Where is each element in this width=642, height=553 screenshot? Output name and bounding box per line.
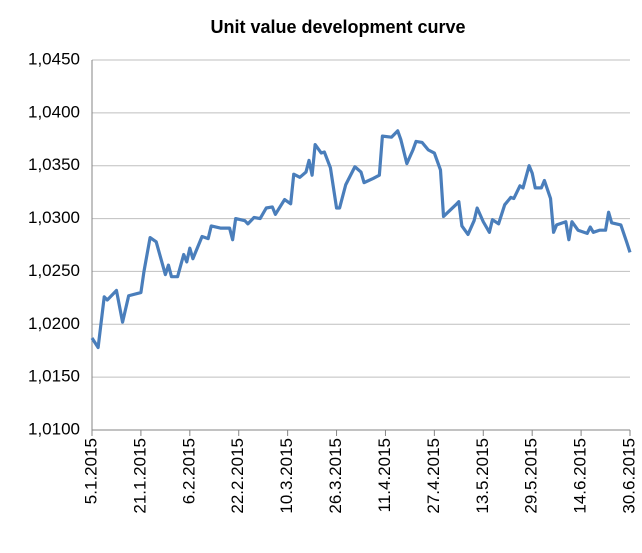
x-tick-label: 21.1.2015 [130,438,149,514]
x-tick-label: 5.1.2015 [81,438,100,504]
x-tick-label: 26.3.2015 [326,438,345,514]
y-tick-label: 1,0300 [28,208,80,227]
y-tick-label: 1,0250 [28,261,80,280]
x-tick-label: 30.6.2015 [619,438,638,514]
x-tick-label: 10.3.2015 [277,438,296,514]
y-tick-label: 1,0100 [28,419,80,438]
x-tick-label: 14.6.2015 [571,438,590,514]
chart-title: Unit value development curve [210,17,465,37]
y-tick-label: 1,0400 [28,102,80,121]
y-tick-label: 1,0350 [28,155,80,174]
series-line [90,129,632,350]
y-tick-label: 1,0450 [28,49,80,68]
x-tick-label: 27.4.2015 [424,438,443,514]
x-tick-label: 6.2.2015 [179,438,198,504]
x-tick-label: 29.5.2015 [522,438,541,514]
y-tick-label: 1,0150 [28,367,80,386]
x-tick-label: 13.5.2015 [473,438,492,514]
x-tick-label: 11.4.2015 [375,438,394,512]
y-tick-label: 1,0200 [28,314,80,333]
x-tick-label: 22.2.2015 [228,438,247,514]
